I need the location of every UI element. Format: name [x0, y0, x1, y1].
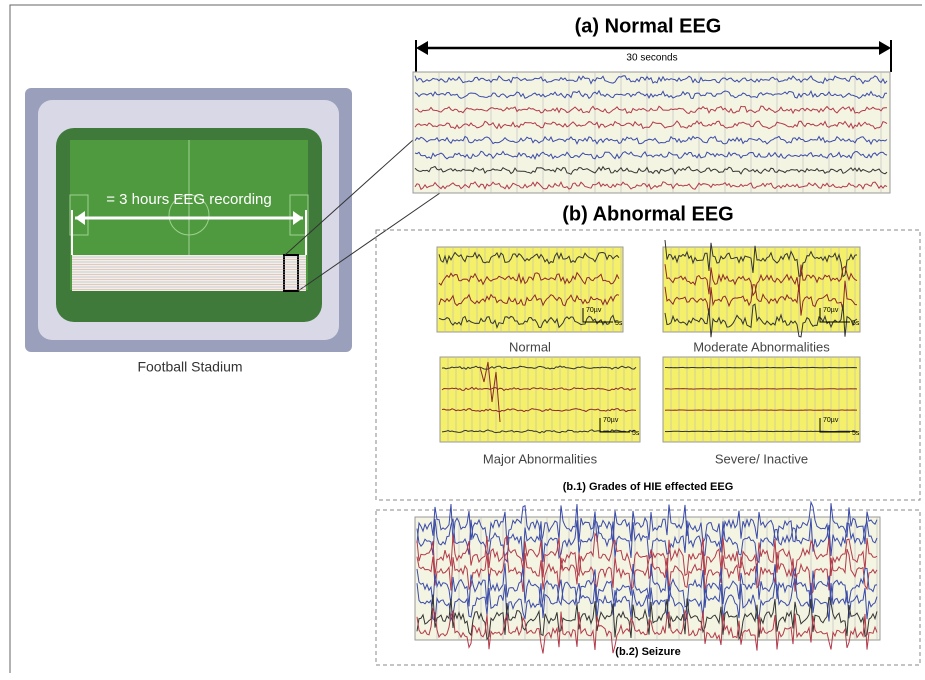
eeg-trace [414, 105, 888, 115]
stadium-caption: Football Stadium [137, 359, 242, 375]
grade-label: Moderate Abnormalities [693, 339, 830, 354]
grade-label: Normal [509, 339, 551, 354]
eeg-trace [416, 548, 878, 596]
eeg-trace [414, 89, 887, 100]
eeg-trace [438, 293, 620, 307]
caption: (b.2) Seizure [615, 646, 680, 658]
title: (b) Abnormal EEG [562, 203, 733, 225]
eeg-trace [664, 280, 858, 316]
eeg-trace [441, 429, 637, 434]
scale-time: 5s [852, 320, 860, 327]
duration-label: 30 seconds [626, 53, 677, 64]
grade-label: Major Abnormalities [483, 451, 598, 466]
eeg-trace [438, 271, 620, 286]
scale-bar [819, 308, 850, 323]
zoom-box [283, 254, 299, 292]
center-circle [168, 194, 210, 236]
title: (a) Normal EEG [575, 15, 722, 37]
eeg-panel [662, 356, 861, 443]
eeg-trace [416, 500, 878, 546]
eeg-trace [664, 239, 858, 278]
eeg-trace [414, 150, 888, 161]
scale-bar [819, 418, 850, 433]
scale-bar [582, 308, 613, 323]
eeg-trace [664, 388, 858, 390]
scale-amplitude: 70µv [603, 417, 619, 424]
scale-time: 5s [632, 430, 640, 437]
eeg-trace [416, 594, 878, 641]
eeg-trace [664, 409, 857, 411]
eeg-trace [438, 251, 620, 265]
eeg-trace [416, 607, 878, 654]
eeg-trace [414, 75, 888, 85]
eeg-panel [412, 71, 891, 194]
grade-label: Severe/ Inactive [715, 451, 808, 466]
scale-amplitude: 70µv [823, 307, 839, 314]
box [289, 194, 309, 236]
stadium: = 3 hours EEG recording [25, 88, 352, 352]
zoom-line [284, 139, 414, 256]
caption: (b.1) Grades of HIE effected EEG [563, 481, 734, 493]
zoom-line [297, 192, 441, 292]
eeg-trace [664, 264, 858, 297]
eeg-trace [416, 563, 878, 609]
eeg-trace [414, 120, 888, 130]
eeg-trace [414, 135, 888, 146]
eeg-trace [441, 365, 637, 370]
scale-bar [599, 418, 630, 433]
eeg-trace [416, 532, 878, 580]
eeg-trace [664, 430, 857, 433]
eeg-trace [414, 165, 888, 175]
burst [479, 361, 501, 423]
eeg-trace [438, 314, 620, 330]
eeg-trace [414, 181, 888, 191]
recording-strip [72, 255, 306, 291]
scale-amplitude: 70µv [823, 417, 839, 424]
eeg-trace [665, 366, 858, 369]
eeg-trace [441, 408, 637, 413]
scale-time: 5s [852, 430, 860, 437]
eeg-trace [441, 386, 637, 392]
eeg-trace [416, 578, 878, 623]
eeg-trace [416, 518, 878, 564]
box [69, 194, 89, 236]
eeg-panel [439, 356, 641, 443]
span-label: = 3 hours EEG recording [106, 191, 272, 208]
grades-box [375, 229, 921, 501]
eeg-trace [664, 303, 858, 338]
scale-amplitude: 70µv [586, 307, 602, 314]
frame [9, 4, 922, 673]
scale-time: 5s [615, 320, 623, 327]
